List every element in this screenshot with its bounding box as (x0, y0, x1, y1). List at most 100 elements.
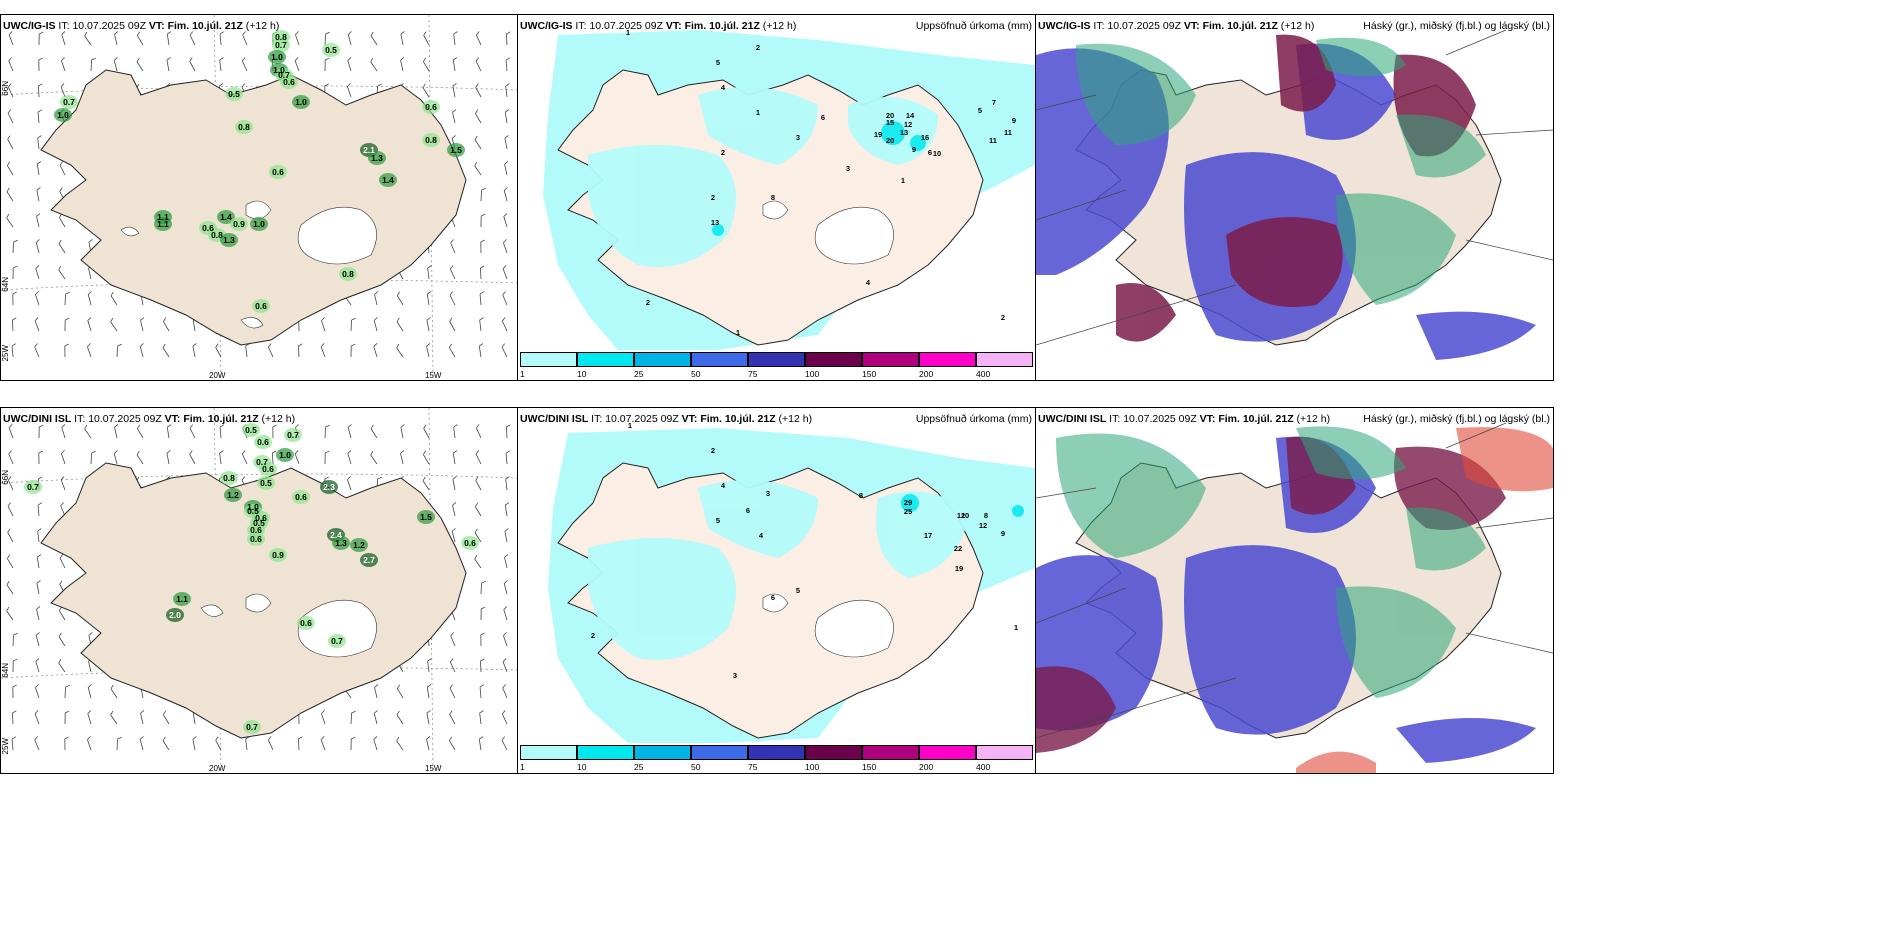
precip-values: 0.5 0.70.61.00.70.60.8 0.51.20.60.50.62.30… (27, 425, 476, 732)
precip-value-label: 0.7 (63, 97, 75, 107)
wind-barb (8, 31, 14, 46)
wind-barb (35, 265, 40, 280)
wind-barb (480, 265, 485, 280)
wind-barb (506, 424, 511, 439)
precip-value-label: 0.9 (233, 219, 245, 229)
precip-value-label: 11 (989, 136, 997, 145)
precip-value-label: 1 (626, 28, 630, 37)
precip-value-label: 1.1 (157, 212, 169, 222)
precip-value-label: 1 (1014, 623, 1018, 632)
wind-barb (453, 31, 458, 46)
wind-barb (374, 684, 379, 699)
colorbar-tick-label: 10 (577, 369, 587, 379)
precip-blob (54, 108, 72, 122)
wind-barb (113, 57, 118, 72)
wind-barb (480, 632, 485, 647)
colorbar-tick-label: 25 (634, 369, 644, 379)
precip-value-label: 1 (628, 421, 632, 430)
wind-barb (453, 424, 458, 439)
wind-barb (245, 343, 250, 358)
wind-barb (449, 317, 456, 332)
colorbar-tick-label: 400 (976, 762, 991, 772)
glacier-patches (120, 200, 377, 329)
precip-value-label: 0.5 (260, 478, 272, 488)
wind-barb (480, 239, 485, 254)
wind-barb (474, 109, 482, 124)
wind-barb (61, 57, 66, 72)
wind-barb (478, 343, 484, 358)
map-panel-bottom-mid: UWC/DINI ISL IT: 10.07.2025 09Z VT: Fim.… (517, 407, 1036, 774)
precip-value-label: 1.2 (353, 540, 365, 550)
wind-barb (350, 343, 356, 358)
wind-barb (502, 265, 508, 280)
panel-header: UWC/DINI ISL IT: 10.07.2025 09Z VT: Fim.… (1038, 413, 1331, 425)
wind-barb (58, 658, 66, 673)
precip-blob (217, 210, 235, 224)
colorbar-tick-label: 400 (976, 369, 991, 379)
precip-value-label: 5 (796, 586, 800, 595)
precip-blob (173, 592, 191, 606)
colorbar: 1 10 25 50 75 100 150 200 400 (518, 743, 1035, 773)
precip-value-label: 0.6 (464, 538, 476, 548)
wind-barb (347, 450, 352, 465)
wind-barb (7, 502, 14, 517)
wind-barb (38, 450, 43, 465)
precip-value-label: 3 (796, 133, 800, 142)
wind-barb (426, 317, 431, 332)
wind-barb (12, 684, 17, 699)
precip-value-label: 1 (901, 176, 905, 185)
wind-barb (12, 317, 17, 332)
wind-barb (11, 343, 17, 358)
wind-barb (324, 57, 330, 72)
wind-barb (110, 317, 118, 332)
wind-precip-map: 0.5 0.70.61.00.70.60.8 0.51.20.60.50.62.30… (1, 408, 517, 773)
wind-barb (64, 736, 69, 751)
precip-value-label: 10 (961, 511, 969, 520)
precip-value-label: 2 (711, 193, 715, 202)
precip-value-label: 1.4 (220, 212, 232, 222)
precip-value-label: 1.0 (271, 52, 283, 62)
panel-header: UWC/IG-IS IT: 10.07.2025 09Z VT: Fim. 10… (520, 20, 797, 32)
wind-barb (34, 710, 40, 725)
precip-blob (280, 75, 298, 89)
wind-barb (449, 291, 456, 306)
wind-barb (422, 450, 430, 465)
colorbar-swatch (976, 352, 1033, 367)
precip-value-label: 1.4 (382, 175, 394, 185)
precip-blob (284, 428, 302, 442)
precip-blob (268, 50, 286, 64)
precip-blob (244, 504, 262, 518)
colorbar-tick-label: 25 (634, 762, 644, 772)
precip-value-label: 10 (933, 149, 941, 158)
wind-barb (504, 528, 509, 543)
wind-barb (64, 317, 70, 332)
wind-barb (475, 83, 482, 98)
wind-barb (321, 317, 326, 332)
precip-value-label: 0.8 (342, 269, 354, 279)
wind-barb (162, 343, 170, 358)
precip-value-label: 1.3 (371, 153, 383, 163)
wind-barb (241, 57, 248, 72)
wind-barb (478, 736, 484, 751)
wind-barb (427, 658, 432, 673)
precip-value-label: 1.5 (420, 512, 432, 522)
wind-barb (474, 161, 482, 176)
precip-value-label: 0.6 (250, 534, 262, 544)
precip-value-label: 19 (874, 130, 882, 139)
wind-barb (479, 710, 484, 725)
colorbar-tick-label: 200 (919, 762, 934, 772)
colorbar-swatch (520, 745, 577, 760)
wind-barb (38, 83, 43, 98)
precip-value-label: 0.7 (275, 40, 287, 50)
colorbar-tick-label: 1 (520, 369, 525, 379)
wind-barb (449, 658, 456, 673)
wind-barb (36, 606, 41, 621)
precip-blob (250, 217, 268, 231)
wind-barb (37, 528, 42, 543)
precip-value-label: 2.0 (169, 610, 181, 620)
precip-value-label: 2 (756, 43, 760, 52)
wind-barb (396, 317, 404, 332)
lon-label-15w: 15W (425, 764, 442, 773)
wind-precip-map: 0.80.71.00.51.00.70.60.51.00.80.71.00.60… (1, 15, 517, 380)
wind-barb (35, 632, 40, 647)
